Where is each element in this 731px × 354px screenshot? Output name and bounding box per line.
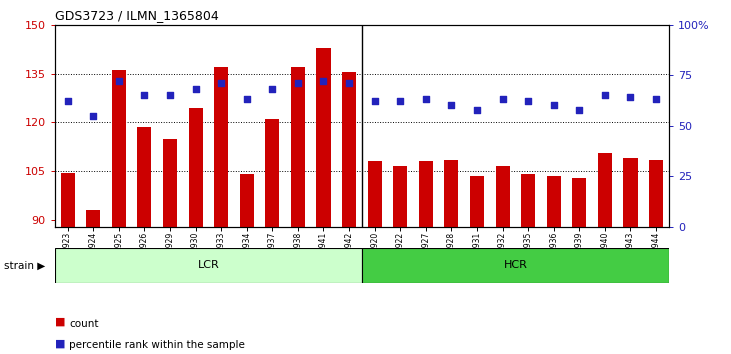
Point bbox=[599, 93, 610, 98]
Text: GDS3723 / ILMN_1365804: GDS3723 / ILMN_1365804 bbox=[55, 8, 219, 22]
Bar bbox=[393, 166, 407, 227]
Text: percentile rank within the sample: percentile rank within the sample bbox=[69, 340, 246, 350]
Bar bbox=[61, 173, 75, 227]
Point bbox=[496, 97, 508, 102]
Bar bbox=[55, 248, 362, 283]
Bar bbox=[470, 176, 484, 227]
Point bbox=[394, 99, 406, 104]
Bar bbox=[496, 166, 510, 227]
Point bbox=[420, 97, 431, 102]
Point bbox=[189, 86, 201, 92]
Point bbox=[343, 80, 355, 86]
Bar bbox=[317, 47, 330, 227]
Bar bbox=[419, 161, 433, 227]
Bar bbox=[86, 210, 100, 227]
Point bbox=[317, 79, 329, 84]
Bar bbox=[649, 160, 663, 227]
Bar bbox=[137, 127, 151, 227]
Text: ■: ■ bbox=[55, 317, 65, 327]
Point bbox=[61, 99, 73, 104]
Text: count: count bbox=[69, 319, 99, 329]
Point bbox=[87, 113, 99, 118]
Bar bbox=[189, 108, 202, 227]
Point bbox=[266, 86, 278, 92]
Text: HCR: HCR bbox=[504, 261, 527, 270]
Point bbox=[215, 80, 227, 86]
Bar bbox=[240, 175, 254, 227]
Bar bbox=[572, 178, 586, 227]
Point bbox=[368, 99, 380, 104]
Bar bbox=[214, 67, 228, 227]
Point bbox=[650, 97, 662, 102]
Point bbox=[548, 103, 559, 108]
Bar bbox=[163, 139, 177, 227]
Point bbox=[240, 97, 252, 102]
Point bbox=[573, 107, 585, 112]
Point bbox=[138, 93, 150, 98]
Text: strain ▶: strain ▶ bbox=[4, 261, 45, 270]
Point bbox=[522, 99, 534, 104]
Point bbox=[624, 95, 636, 100]
Bar bbox=[291, 67, 305, 227]
Bar bbox=[112, 70, 126, 227]
Bar bbox=[265, 119, 279, 227]
Text: LCR: LCR bbox=[197, 261, 219, 270]
Point bbox=[164, 93, 175, 98]
Point bbox=[471, 107, 482, 112]
Bar bbox=[342, 72, 356, 227]
Bar bbox=[521, 175, 535, 227]
Point bbox=[292, 80, 303, 86]
Bar bbox=[598, 153, 612, 227]
Text: ■: ■ bbox=[55, 338, 65, 348]
Bar bbox=[368, 161, 382, 227]
Bar bbox=[624, 158, 637, 227]
Point bbox=[113, 79, 124, 84]
Bar bbox=[362, 248, 669, 283]
Point bbox=[445, 103, 457, 108]
Bar bbox=[444, 160, 458, 227]
Bar bbox=[547, 176, 561, 227]
